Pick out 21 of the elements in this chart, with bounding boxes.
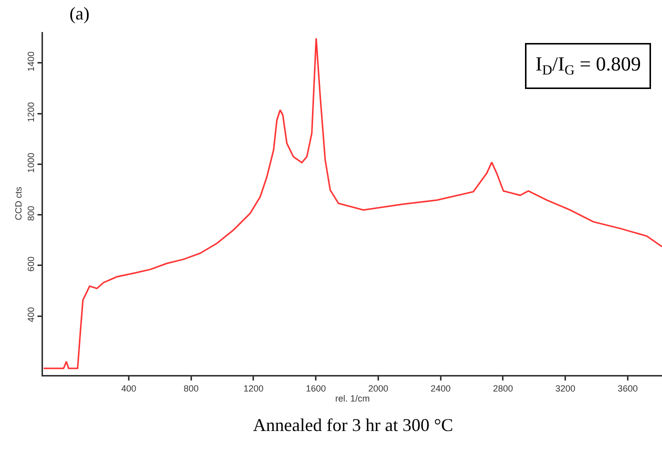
y-tick-label: 400	[26, 307, 36, 322]
chart-title: (a)	[70, 3, 90, 24]
y-axis-title: CCD cts	[14, 186, 24, 220]
text: Annealed for 3 hr at 300 °C	[253, 415, 454, 435]
y-tick-label: 1000	[26, 152, 36, 173]
y-tick-label: 800	[26, 206, 36, 221]
x-tick-label: 1600	[306, 383, 326, 394]
x-tick-label: 1200	[243, 383, 264, 394]
x-axis-title: rel. 1/cm	[335, 393, 370, 404]
y-tick-label: 1400	[26, 52, 36, 72]
line-series	[43, 38, 662, 370]
y-tick-label: 1200	[26, 102, 36, 122]
x-tick-label: 3600	[618, 383, 638, 394]
x-tick-label: 800	[184, 383, 199, 394]
x-tick-label: 400	[121, 383, 136, 394]
y-tick-label: 600	[26, 256, 36, 272]
x-tick-label: 2800	[492, 383, 513, 394]
annotation: I$_{D}$/I$_{G}$ = 0.809	[536, 54, 641, 79]
x-tick-label: 2400	[430, 383, 451, 394]
x-tick-label: 3200	[555, 383, 576, 394]
x-tick-label: 2000	[368, 383, 388, 394]
